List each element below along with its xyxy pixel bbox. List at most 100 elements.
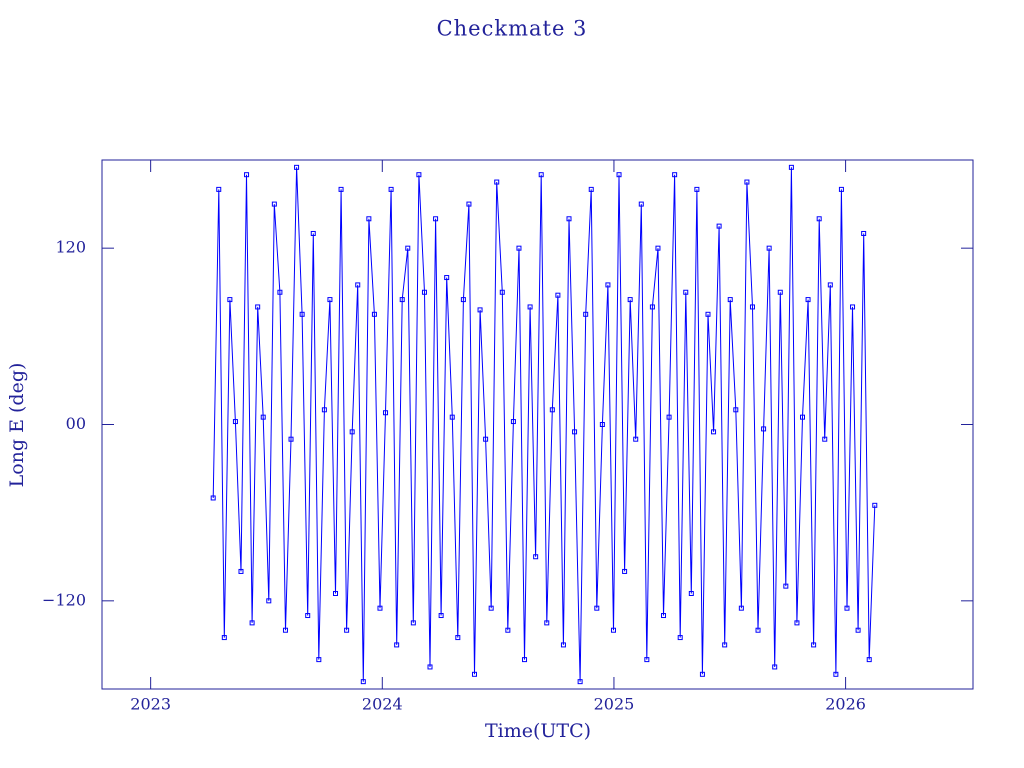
data-marker xyxy=(444,275,450,281)
chart-title: Checkmate 3 xyxy=(437,17,588,41)
data-marker xyxy=(594,605,600,611)
data-marker xyxy=(227,297,233,303)
data-marker xyxy=(833,671,839,677)
data-marker xyxy=(755,627,761,633)
data-marker xyxy=(533,554,539,560)
data-marker xyxy=(471,671,477,677)
data-marker xyxy=(377,605,383,611)
data-marker xyxy=(271,201,277,207)
x-tick-label: 2026 xyxy=(825,695,866,714)
data-marker xyxy=(605,282,611,288)
data-marker xyxy=(299,311,305,317)
data-marker xyxy=(238,568,244,574)
data-marker xyxy=(772,664,778,670)
data-marker xyxy=(427,664,433,670)
data-marker xyxy=(560,642,566,648)
data-marker xyxy=(816,216,822,222)
data-marker xyxy=(616,172,622,178)
data-marker xyxy=(499,289,505,295)
data-marker xyxy=(766,245,772,251)
data-marker xyxy=(255,304,261,310)
data-marker xyxy=(633,436,639,442)
data-marker xyxy=(694,186,700,192)
data-marker xyxy=(677,635,683,641)
data-marker xyxy=(388,186,394,192)
data-marker xyxy=(722,642,728,648)
data-marker xyxy=(277,289,283,295)
data-marker xyxy=(344,627,350,633)
data-marker xyxy=(327,297,333,303)
data-marker xyxy=(355,282,361,288)
data-marker xyxy=(383,410,389,416)
data-marker xyxy=(838,186,844,192)
data-marker xyxy=(672,172,678,178)
data-marker xyxy=(716,223,722,229)
data-marker xyxy=(855,627,861,633)
data-marker xyxy=(761,426,767,432)
data-marker xyxy=(460,297,466,303)
data-marker xyxy=(305,613,311,619)
data-marker xyxy=(510,419,516,425)
data-marker xyxy=(216,186,222,192)
data-marker xyxy=(583,311,589,317)
data-marker xyxy=(405,245,411,251)
data-marker xyxy=(610,627,616,633)
x-tick-label: 2025 xyxy=(594,695,635,714)
data-marker xyxy=(410,620,416,626)
data-marker xyxy=(488,605,494,611)
data-marker xyxy=(733,407,739,413)
data-marker xyxy=(705,311,711,317)
data-marker xyxy=(794,620,800,626)
data-marker xyxy=(522,657,528,663)
data-marker xyxy=(599,422,605,427)
data-marker xyxy=(711,429,717,435)
y-tick-label: 00 xyxy=(66,414,86,433)
data-marker xyxy=(805,297,811,303)
data-marker xyxy=(738,605,744,611)
x-tick-label: 2024 xyxy=(362,695,403,714)
data-marker xyxy=(783,583,789,589)
data-marker xyxy=(477,307,483,313)
data-marker xyxy=(505,627,511,633)
data-marker xyxy=(827,282,833,288)
data-marker xyxy=(649,304,655,310)
data-marker xyxy=(538,172,544,178)
data-marker xyxy=(644,657,650,663)
data-marker xyxy=(688,590,694,596)
data-marker xyxy=(627,297,633,303)
data-marker xyxy=(288,436,294,442)
data-marker xyxy=(394,642,400,648)
data-marker xyxy=(638,201,644,207)
data-marker xyxy=(210,495,216,501)
data-marker xyxy=(866,657,872,663)
data-marker xyxy=(260,414,266,420)
data-marker xyxy=(527,304,533,310)
y-axis-label: Long E (deg) xyxy=(6,363,28,488)
data-marker xyxy=(282,627,288,633)
data-marker xyxy=(577,679,583,685)
data-marker xyxy=(455,635,461,641)
data-marker xyxy=(572,429,578,435)
data-marker xyxy=(483,436,489,442)
data-marker xyxy=(655,245,661,251)
data-marker xyxy=(872,502,878,508)
x-tick-label: 2023 xyxy=(130,695,171,714)
data-marker xyxy=(221,635,227,641)
data-marker xyxy=(544,620,550,626)
data-marker xyxy=(555,292,561,298)
data-marker xyxy=(861,230,867,236)
data-marker xyxy=(844,605,850,611)
data-marker xyxy=(433,216,439,222)
data-marker xyxy=(244,172,250,178)
data-marker xyxy=(699,671,705,677)
data-marker xyxy=(232,419,238,425)
data-marker xyxy=(449,414,455,420)
data-marker xyxy=(788,164,794,170)
data-marker xyxy=(588,186,594,192)
y-tick-label: −120 xyxy=(42,590,86,609)
data-marker xyxy=(777,289,783,295)
data-marker xyxy=(421,289,427,295)
data-marker xyxy=(622,568,628,574)
